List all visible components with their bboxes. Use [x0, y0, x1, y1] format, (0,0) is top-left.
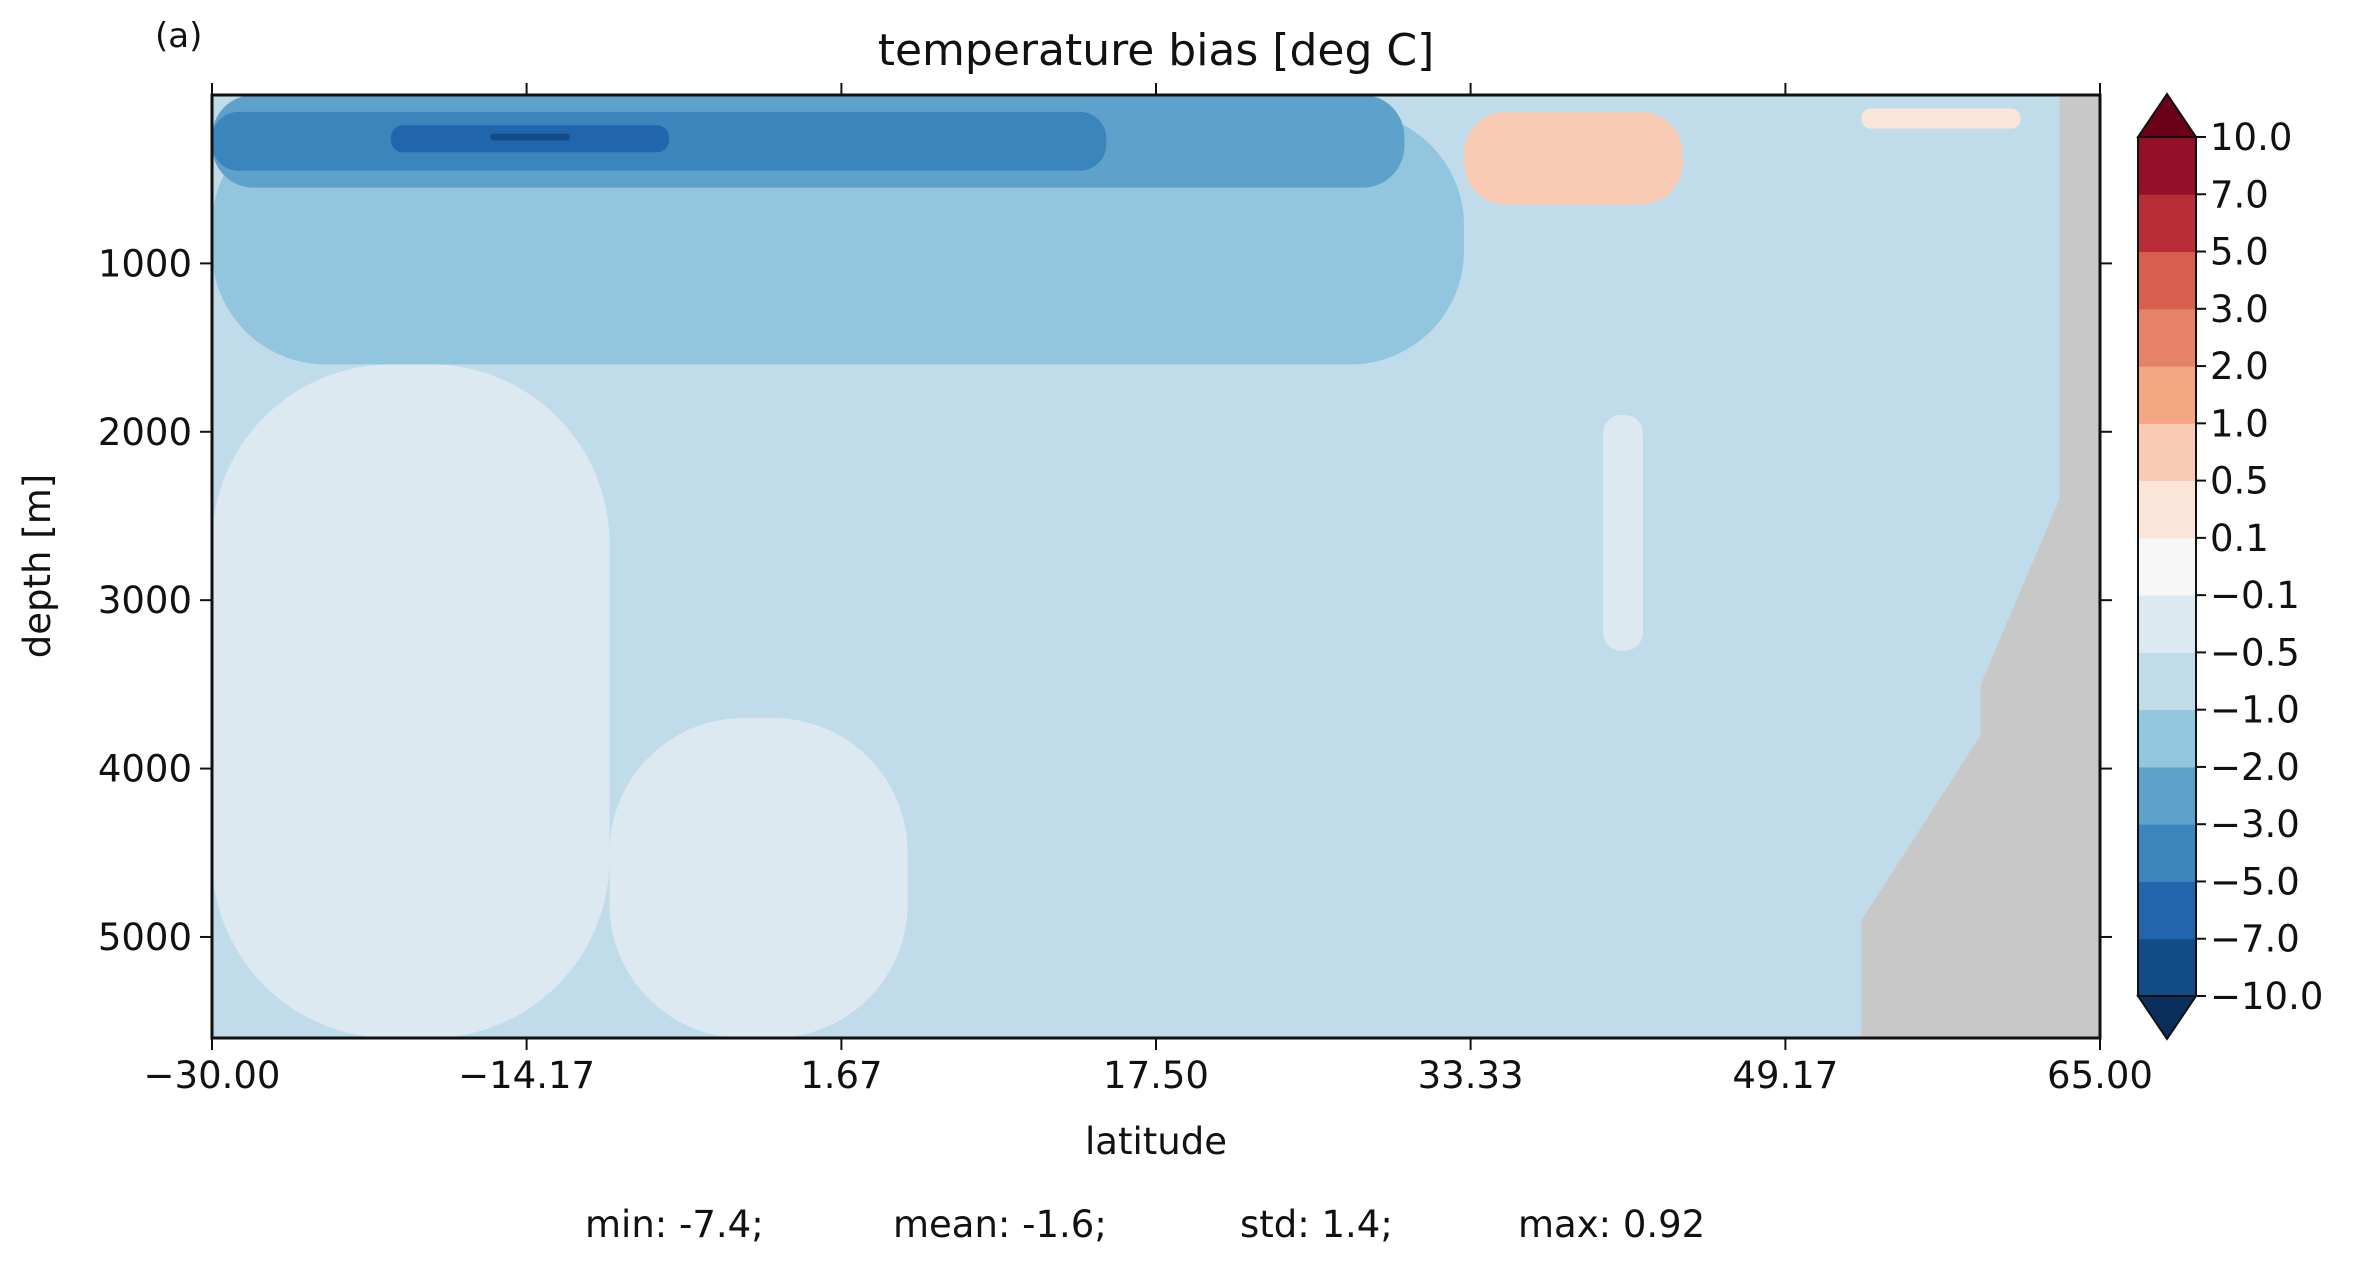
x-axis-label: latitude: [1085, 1120, 1227, 1163]
colorbar-tick-label: −0.1: [2210, 574, 2300, 617]
colorbar-extend-low: [2136, 995, 2198, 1041]
colorbar-swatch: [2138, 251, 2196, 310]
colorbar-swatch: [2138, 709, 2196, 768]
y-tick-label: 5000: [98, 916, 192, 959]
colorbar-tick-label: 3.0: [2210, 288, 2269, 331]
contour-region-10: [1861, 108, 2021, 129]
colorbar-swatch: [2138, 480, 2196, 539]
contour-region-9: [1464, 111, 1683, 205]
colorbar-tick-label: −2.0: [2210, 746, 2300, 789]
colorbar-swatch: [2138, 766, 2196, 825]
colorbar-tick-label: −10.0: [2210, 975, 2323, 1018]
colorbar-swatch: [2138, 308, 2196, 367]
contour-region-3: [1603, 414, 1643, 651]
colorbar-swatch: [2138, 423, 2196, 482]
colorbar-tick-label: 2.0: [2210, 345, 2269, 388]
colorbar-swatch: [2138, 595, 2196, 653]
colorbar-tick-label: 0.5: [2210, 460, 2269, 503]
y-tick-label: 4000: [98, 748, 192, 791]
colorbar-tick-label: −7.0: [2210, 918, 2300, 961]
colorbar-swatch: [2138, 137, 2196, 195]
plot-area: [212, 95, 2100, 1038]
colorbar-tick-label: −0.5: [2210, 631, 2300, 674]
colorbar-extend-high: [2136, 92, 2198, 138]
x-tick-label: 1.67: [800, 1054, 882, 1097]
colorbar-swatch: [2138, 537, 2196, 596]
colorbar-swatch: [2138, 194, 2196, 253]
stat-min: min: -7.4;: [585, 1203, 764, 1246]
y-tick-label: 3000: [98, 579, 192, 622]
x-tick-label: 65.00: [2047, 1054, 2153, 1097]
colorbar-tick-label: 5.0: [2210, 231, 2269, 274]
stat-max: max: 0.92: [1518, 1203, 1705, 1246]
x-tick-label: 17.50: [1103, 1054, 1209, 1097]
colorbar-tick-label: 10.0: [2210, 116, 2292, 159]
y-axis: 1000 2000 3000 4000 5000: [98, 242, 2112, 959]
y-tick-label: 2000: [98, 411, 192, 454]
colorbar-swatch: [2138, 938, 2196, 997]
colorbar-swatch: [2138, 824, 2196, 882]
panel-label: (a): [155, 16, 202, 56]
colorbar-tick-label: 7.0: [2210, 173, 2269, 216]
land-mask-0: [1861, 95, 2100, 1038]
contour-region-1: [212, 364, 610, 1038]
y-axis-label: depth [m]: [16, 474, 59, 658]
contour-region-8: [490, 133, 570, 141]
x-tick-label: −14.17: [458, 1054, 595, 1097]
x-tick-label: 33.33: [1418, 1054, 1524, 1097]
colorbar-swatch: [2138, 366, 2196, 424]
colorbar-tick-label: 0.1: [2210, 517, 2269, 560]
colorbar-frame: [2137, 136, 2197, 997]
chart-title: temperature bias [deg C]: [878, 25, 1435, 76]
colorbar-tick-label: 1.0: [2210, 402, 2269, 445]
colorbar-tick-label: −5.0: [2210, 860, 2300, 903]
colorbar-tick-label: −3.0: [2210, 803, 2300, 846]
contour-region-2: [609, 718, 908, 1038]
y-tick-label: 1000: [98, 242, 192, 285]
x-axis: −30.00 −14.17 1.67 17.50 33.33 49.17 65.00: [144, 83, 2153, 1097]
colorbar-swatch: [2138, 652, 2196, 711]
x-tick-label: 49.17: [1732, 1054, 1838, 1097]
colorbar-tick-label: −1.0: [2210, 689, 2300, 732]
colorbar: −10.0 −7.0 −5.0 −3.0 −2.0 −1.0 −0.5 −0.1 0.1 0.5 1…: [2136, 92, 2323, 1041]
stats-line: min: -7.4; mean: -1.6; std: 1.4; max: 0.…: [585, 1203, 1705, 1246]
stat-std: std: 1.4;: [1240, 1203, 1393, 1246]
stat-mean: mean: -1.6;: [893, 1203, 1107, 1246]
colorbar-swatch: [2138, 881, 2196, 940]
x-tick-label: −30.00: [144, 1054, 281, 1097]
